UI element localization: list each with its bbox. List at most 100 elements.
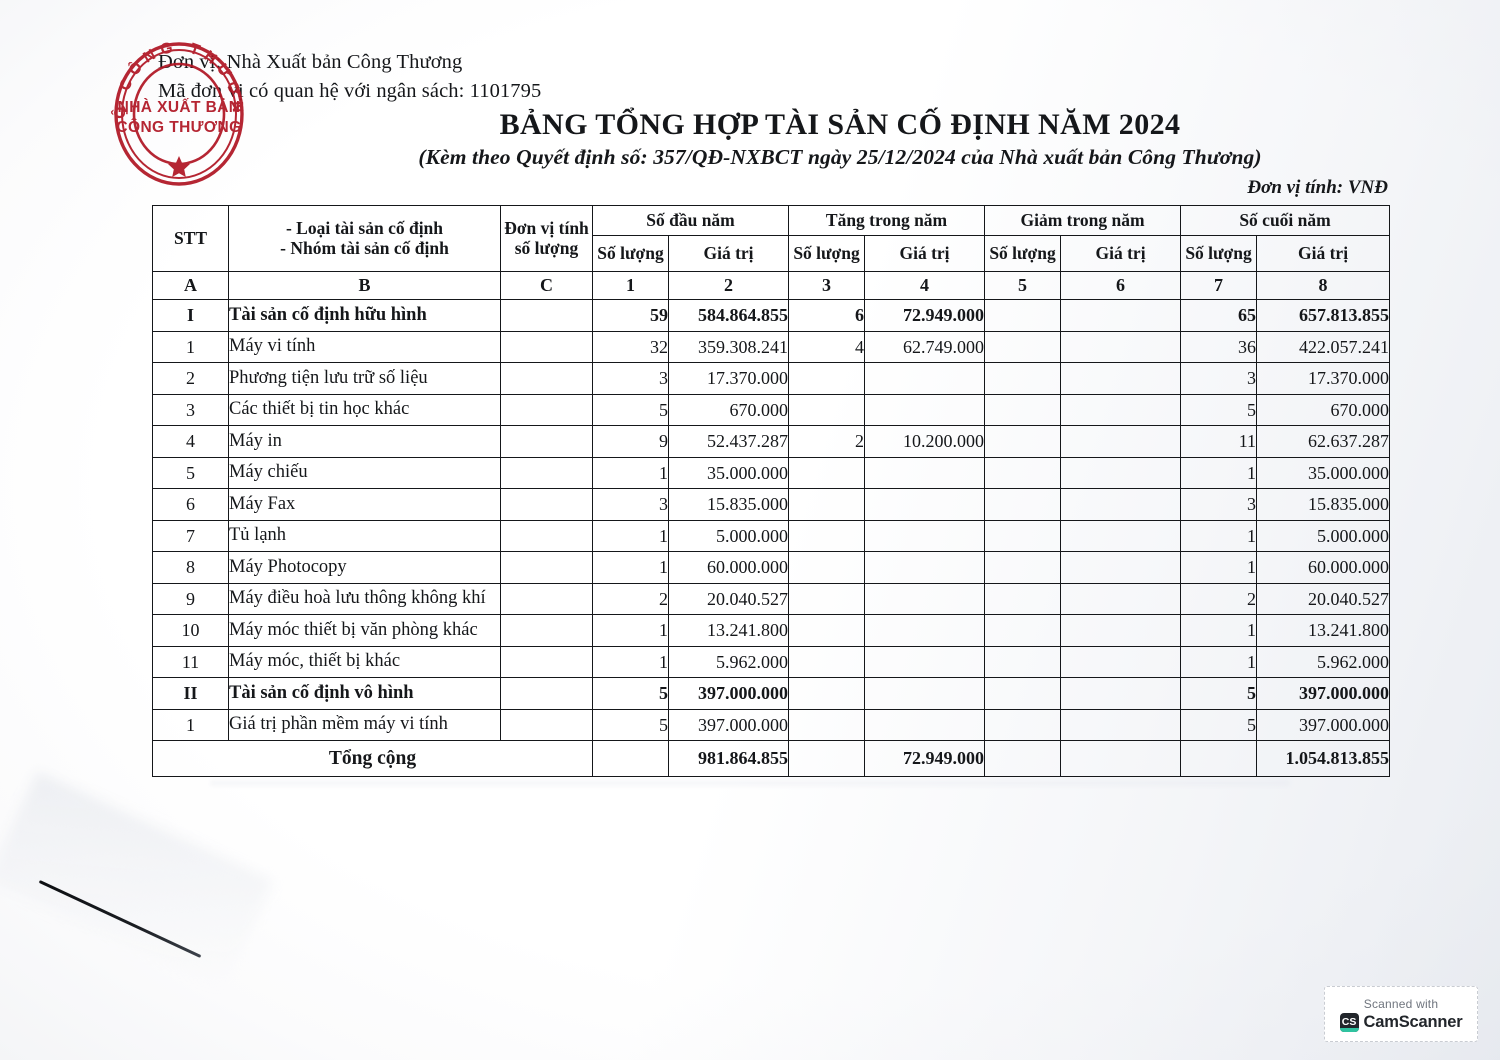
row-close-val: 5.962.000 xyxy=(1256,645,1391,678)
index-2: 2 xyxy=(667,271,790,300)
camscanner-cs-icon: CS xyxy=(1339,1012,1359,1032)
total-inc-qty xyxy=(788,740,866,777)
total-close-val: 1.054.813.855 xyxy=(1256,740,1391,777)
row-dec-val xyxy=(1060,488,1182,521)
row-close-val: 15.835.000 xyxy=(1256,488,1391,521)
row-asset-name: Máy điều hoà lưu thông không khí xyxy=(228,582,501,615)
row-dec-val xyxy=(1060,614,1182,647)
row-inc-val xyxy=(864,519,986,552)
row-inc-val xyxy=(864,708,986,741)
header-stt: STT xyxy=(152,205,229,272)
table-total-row: Tổng cộng 981.864.855 72.949.000 1.054.813.… xyxy=(152,740,1391,777)
row-inc-val: 72.949.000 xyxy=(864,299,986,332)
row-unit xyxy=(500,299,593,332)
row-dec-val xyxy=(1060,425,1182,458)
camscanner-brand-name: CamScanner xyxy=(1363,1012,1463,1031)
row-inc-qty xyxy=(788,677,866,710)
row-asset-name: Phương tiện lưu trữ số liệu xyxy=(228,362,501,395)
row-inc-val xyxy=(864,393,986,426)
row-stt: 10 xyxy=(152,614,229,647)
row-close-qty: 3 xyxy=(1180,362,1258,395)
row-dec-val xyxy=(1060,708,1182,741)
row-inc-qty xyxy=(788,456,866,489)
row-dec-val xyxy=(1060,677,1182,710)
row-close-val: 397.000.000 xyxy=(1256,708,1391,741)
row-close-qty: 1 xyxy=(1180,614,1258,647)
row-close-qty: 1 xyxy=(1180,456,1258,489)
row-dec-qty xyxy=(984,488,1062,521)
row-close-qty: 11 xyxy=(1180,425,1258,458)
org-budget-code-line: Mã đơn vị có quan hệ với ngân sách: 1101… xyxy=(158,80,542,102)
row-close-val: 62.637.287 xyxy=(1256,425,1391,458)
row-stt: 1 xyxy=(152,330,229,363)
header-group-opening: Số đầu năm xyxy=(591,205,790,236)
row-close-val: 670.000 xyxy=(1256,393,1391,426)
index-3: 3 xyxy=(788,271,866,300)
row-dec-qty xyxy=(984,614,1062,647)
table-row: 5 Máy chiếu 1 35.000.000 1 35.000.000 xyxy=(152,456,1391,489)
row-close-qty: 2 xyxy=(1180,582,1258,615)
row-open-val: 35.000.000 xyxy=(667,456,790,489)
org-name-line: Đơn vị: Nhà Xuất bản Công Thương xyxy=(158,51,463,73)
table-row: 8 Máy Photocopy 1 60.000.000 1 60.000.000 xyxy=(152,551,1391,584)
row-inc-val: 10.200.000 xyxy=(864,425,986,458)
header-subgroup-row: Số lượng Giá trị Số lượng Giá trị Số lượ… xyxy=(153,235,1391,272)
row-dec-qty xyxy=(984,645,1062,678)
row-open-val: 5.000.000 xyxy=(667,519,790,552)
camscanner-scanned-with-label: Scanned with xyxy=(1363,996,1439,1011)
index-8: 8 xyxy=(1256,271,1391,300)
total-dec-qty xyxy=(984,740,1062,777)
row-stt: 3 xyxy=(152,393,229,426)
paper-edge-artifact xyxy=(0,770,274,990)
index-1: 1 xyxy=(592,271,669,300)
row-inc-qty xyxy=(788,582,866,615)
row-stt: 6 xyxy=(152,488,229,521)
row-asset-name: Tài sản cố định hữu hình xyxy=(228,299,501,332)
row-inc-qty xyxy=(788,614,866,647)
row-open-qty: 32 xyxy=(592,330,669,363)
header-opening-qty: Số lượng xyxy=(592,235,669,272)
header-decrease-val: Giá trị xyxy=(1060,235,1182,272)
row-open-val: 20.040.527 xyxy=(667,582,790,615)
row-close-qty: 1 xyxy=(1180,519,1258,552)
row-stt: 8 xyxy=(152,551,229,584)
row-dec-qty xyxy=(984,551,1062,584)
table-row: 1 Giá trị phần mềm máy vi tính 5 397.000.00… xyxy=(152,708,1391,741)
row-close-val: 422.057.241 xyxy=(1256,330,1391,363)
row-asset-name: Máy Fax xyxy=(228,488,501,521)
row-asset-name: Máy móc, thiết bị khác xyxy=(228,645,501,678)
row-unit xyxy=(500,362,593,395)
row-unit xyxy=(500,645,593,678)
row-inc-val xyxy=(864,551,986,584)
row-inc-val xyxy=(864,488,986,521)
row-inc-val xyxy=(864,645,986,678)
table-row: II Tài sản cố định vô hình 5 397.000.000 5 39… xyxy=(152,677,1391,710)
row-open-qty: 1 xyxy=(592,614,669,647)
row-inc-qty: 2 xyxy=(788,425,866,458)
row-dec-qty xyxy=(984,519,1062,552)
row-dec-val xyxy=(1060,551,1182,584)
row-asset-name: Máy chiếu xyxy=(228,456,501,489)
table-row: 10 Máy móc thiết bị văn phòng khác 1 13.241… xyxy=(152,614,1391,647)
header-asset-type-line2: - Nhóm tài sản cố định xyxy=(280,237,449,258)
total-inc-val: 72.949.000 xyxy=(864,740,986,777)
index-7: 7 xyxy=(1180,271,1258,300)
row-open-qty: 1 xyxy=(592,645,669,678)
index-c: C xyxy=(500,271,593,300)
row-close-val: 20.040.527 xyxy=(1256,582,1391,615)
header-asset-type-line1: - Loại tài sản cố định xyxy=(285,217,444,238)
row-inc-qty xyxy=(788,645,866,678)
table-row: 1 Máy vi tính 32 359.308.241 4 62.749.000 36 42… xyxy=(152,330,1391,363)
row-asset-name: Tài sản cố định vô hình xyxy=(228,677,501,710)
fixed-assets-table: STT - Loại tài sản cố định - Nhóm tài sả… xyxy=(152,205,1391,777)
row-inc-qty xyxy=(788,551,866,584)
row-stt: 5 xyxy=(152,456,229,489)
row-open-val: 359.308.241 xyxy=(667,330,790,363)
row-dec-qty xyxy=(984,393,1062,426)
row-dec-val xyxy=(1060,299,1182,332)
index-5: 5 xyxy=(984,271,1062,300)
fixed-assets-table-wrapper: STT - Loại tài sản cố định - Nhóm tài sả… xyxy=(152,205,1391,777)
total-label: Tổng cộng xyxy=(152,740,593,777)
table-body: A B C 1 2 3 4 5 6 7 8 I Tài sản cố định h… xyxy=(152,271,1391,777)
index-a: A xyxy=(152,271,229,300)
